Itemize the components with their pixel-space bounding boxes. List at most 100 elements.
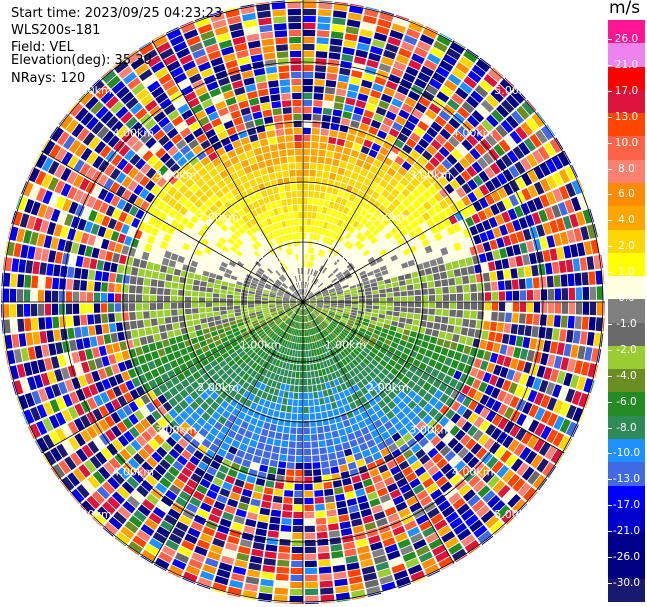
velocity-bin: [331, 387, 338, 395]
velocity-bin: [299, 371, 303, 379]
velocity-bin: [298, 302, 303, 307]
velocity-bin: [342, 206, 350, 215]
velocity-bin: [230, 398, 239, 407]
velocity-bin: [553, 275, 561, 287]
velocity-bin: [265, 355, 272, 362]
velocity-bin: [383, 386, 392, 395]
velocity-bin: [359, 327, 367, 333]
velocity-bin: [365, 374, 373, 383]
velocity-bin: [296, 322, 299, 329]
velocity-bin: [272, 446, 280, 454]
velocity-bin: [387, 426, 398, 436]
velocity-bin: [505, 291, 513, 301]
velocity-bin: [282, 362, 287, 369]
velocity-bin: [336, 385, 343, 393]
velocity-bin: [306, 329, 309, 336]
velocity-bin: [446, 270, 455, 278]
velocity-bin: [184, 302, 192, 309]
velocity-bin: [210, 401, 220, 411]
velocity-bin: [161, 545, 176, 557]
velocity-bin: [359, 28, 374, 38]
velocity-bin: [251, 548, 264, 557]
velocity-bin: [497, 390, 507, 402]
velocity-bin: [344, 306, 351, 310]
velocity-bin: [435, 294, 443, 301]
velocity-bin: [327, 143, 336, 152]
velocity-bin: [136, 285, 143, 294]
velocity-bin: [318, 369, 323, 377]
velocity-bin: [87, 475, 101, 489]
velocity-bin: [418, 551, 433, 563]
velocity-bin: [405, 557, 420, 569]
velocity-bin: [290, 312, 295, 319]
velocity-bin: [312, 335, 316, 342]
velocity-bin: [220, 314, 228, 320]
velocity-bin: [246, 367, 254, 375]
velocity-bin: [341, 229, 348, 238]
velocity-bin: [339, 321, 346, 326]
velocity-bin: [387, 151, 397, 161]
velocity-bin: [289, 385, 295, 392]
velocity-bin: [379, 265, 387, 272]
velocity-bin: [323, 299, 331, 301]
velocity-bin: [239, 539, 253, 548]
velocity-bin: [549, 248, 558, 261]
velocity-bin: [354, 276, 361, 282]
velocity-bin: [390, 145, 401, 155]
velocity-bin: [269, 423, 277, 432]
velocity-bin: [303, 127, 311, 135]
velocity-bin: [462, 396, 472, 408]
velocity-bin: [420, 495, 433, 507]
velocity-bin: [448, 317, 456, 325]
velocity-bin: [526, 153, 538, 168]
velocity-bin: [275, 328, 281, 334]
velocity-bin: [345, 324, 353, 330]
velocity-bin: [259, 341, 266, 349]
velocity-bin: [379, 302, 387, 306]
velocity-bin: [324, 260, 329, 267]
velocity-bin: [519, 373, 529, 386]
velocity-bin: [360, 508, 372, 518]
velocity-bin: [353, 196, 362, 205]
velocity-bin: [308, 283, 312, 290]
velocity-bin: [540, 425, 552, 440]
velocity-bin: [412, 277, 420, 284]
velocity-bin: [209, 443, 219, 453]
velocity-bin: [213, 311, 220, 317]
velocity-bin: [540, 289, 548, 301]
velocity-bin: [566, 229, 576, 244]
velocity-bin: [222, 410, 231, 419]
velocity-bin: [87, 314, 95, 325]
velocity-bin: [407, 400, 417, 410]
velocity-bin: [328, 312, 335, 316]
velocity-bin: [355, 264, 363, 271]
velocity-bin: [582, 287, 590, 300]
velocity-bin: [399, 285, 407, 291]
velocity-bin: [319, 220, 324, 228]
velocity-bin: [295, 455, 303, 463]
velocity-bin: [521, 431, 533, 445]
velocity-bin: [141, 549, 156, 562]
velocity-bin: [253, 169, 261, 178]
velocity-bin: [376, 363, 384, 372]
velocity-bin: [218, 464, 229, 474]
velocity-bin: [304, 267, 307, 275]
velocity-bin: [112, 252, 121, 263]
velocity-bin: [395, 54, 410, 65]
velocity-bin: [314, 184, 321, 192]
velocity-bin: [447, 349, 456, 359]
velocity-bin: [411, 271, 419, 278]
velocity-bin: [552, 188, 563, 203]
velocity-bin: [337, 353, 344, 360]
velocity-bin: [388, 391, 397, 400]
velocity-bin: [422, 132, 434, 144]
velocity-bin: [233, 515, 245, 525]
velocity-bin: [338, 299, 345, 302]
velocity-bin: [237, 427, 247, 436]
velocity-bin: [280, 322, 286, 329]
velocity-bin: [380, 530, 393, 541]
velocity-bin: [508, 382, 518, 395]
velocity-bin: [338, 275, 345, 281]
velocity-bin: [392, 281, 399, 288]
velocity-bin: [559, 231, 569, 245]
